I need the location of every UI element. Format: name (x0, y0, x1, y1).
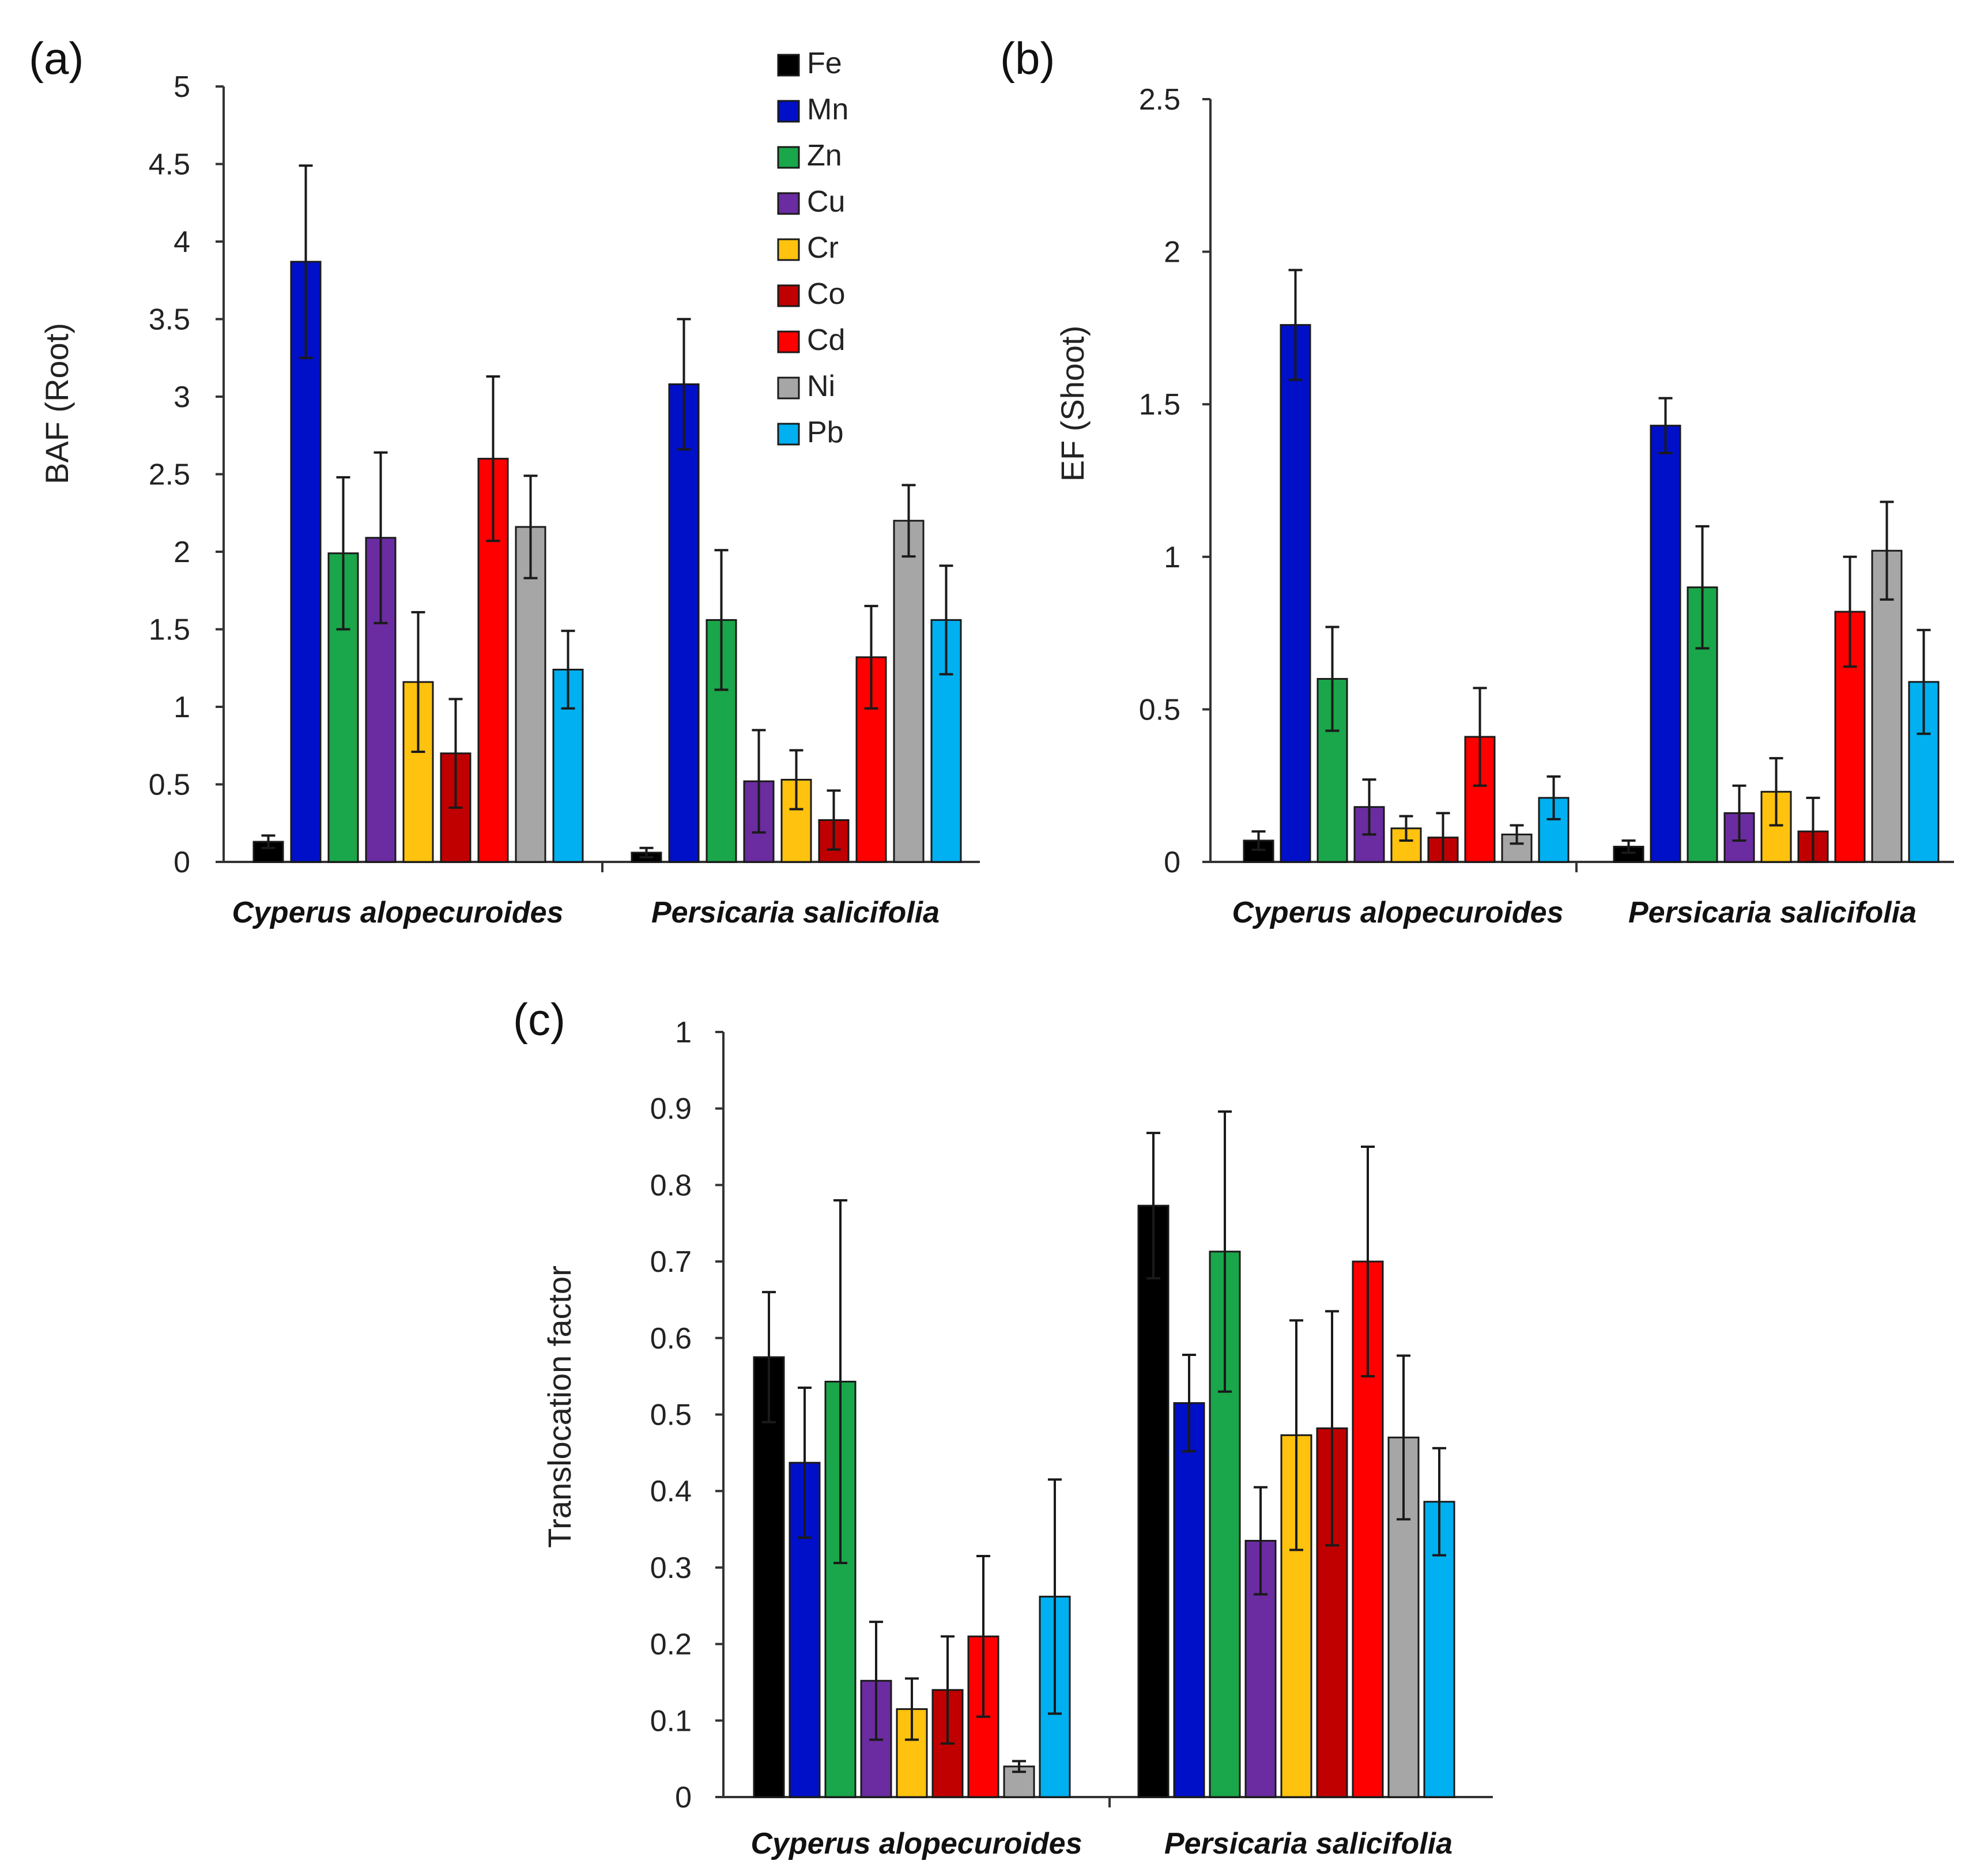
panel-a-y-tick-label: 1.5 (149, 613, 190, 647)
panel-a-y-tick-label: 5 (173, 70, 190, 104)
panel-b-y-tick-label: 2.5 (1139, 83, 1180, 116)
panel-c-y-tick-label: 0.6 (650, 1322, 692, 1355)
panel-a-bar-mn-cyperus-alopecuroides (290, 261, 322, 863)
panel-a-bar-mn-persicaria-salicifolia (668, 383, 700, 863)
panel-a-y-tick-label: 0 (173, 846, 190, 879)
panel-b-y-tick-label: 0 (1164, 846, 1180, 879)
legend-swatch-cd (777, 330, 800, 353)
legend-swatch-cr (777, 238, 800, 261)
panel-a-legend: Fe Mn Zn Cu Cr Co Cd Ni Pb (777, 47, 848, 449)
panel-c-y-tick-label: 0 (675, 1781, 692, 1814)
panel-a-bar-cd-persicaria-salicifolia (855, 656, 887, 863)
panel-b-y-tick-label: 1 (1164, 541, 1180, 574)
panel-b-bar-mn-cyperus-alopecuroides (1280, 324, 1311, 863)
legend-label-cu: Cu (807, 185, 845, 219)
legend-swatch-cu (777, 192, 800, 215)
panel-b-plot-area: 0 0.5 1 1.5 2 2.5 (1139, 83, 1954, 879)
panel-c-bar-ni-cyperus-alopecuroides (1003, 1765, 1035, 1798)
panel-b-bar-ni-persicaria-salicifolia (1871, 549, 1903, 863)
panel-c-y-tick-label: 0.2 (650, 1628, 692, 1662)
panel-b-y-tick-label: 2 (1164, 236, 1180, 269)
panel-c-y-tick-label: 0.9 (650, 1093, 692, 1126)
panel-c-bar-mn-persicaria-salicifolia (1173, 1402, 1205, 1798)
panel-b-category-label-1: Cyperus alopecuroides (1232, 896, 1563, 929)
panel-b-y-tick-label: 1.5 (1139, 388, 1180, 421)
panel-c-y-tick-label: 0.3 (650, 1551, 692, 1585)
panel-c-y-tick-label: 0.1 (650, 1704, 692, 1738)
legend-label-mn: Mn (807, 93, 848, 126)
panel-c-category-label-2: Persicaria salicifolia (1164, 1827, 1453, 1860)
panel-c-bar-fe-persicaria-salicifolia (1137, 1204, 1170, 1798)
panel-b: (b) EF (Shoot) Cyperus alopecuroides Per… (1000, 33, 1954, 929)
panel-c-y-tick-label: 0.4 (650, 1475, 692, 1508)
panel-c-plot-area: 0 0.1 0.2 0.3 0.4 0.5 0.6 0.7 0.8 0.9 1 (650, 1016, 1493, 1814)
panel-b-category-label-2: Persicaria salicifolia (1628, 896, 1917, 929)
panel-a-y-tick-label: 1 (173, 691, 190, 724)
panel-b-y-tick-label: 0.5 (1139, 693, 1180, 726)
panel-a-y-axis-title: BAF (Root) (39, 323, 75, 484)
legend-swatch-co (777, 284, 800, 307)
panel-a: (a) BAF (Root) Cyperus alopecuroides Per… (29, 33, 980, 929)
legend-swatch-zn (777, 146, 800, 169)
panel-c-bar-ni-persicaria-salicifolia (1387, 1436, 1420, 1798)
panel-c-category-label-1: Cyperus alopecuroides (750, 1827, 1082, 1860)
panel-b-tag: (b) (1000, 33, 1055, 84)
legend-label-co: Co (807, 277, 845, 311)
panel-a-category-label-2: Persicaria salicifolia (651, 896, 940, 929)
panel-a-y-tick-label: 2 (173, 536, 190, 569)
panel-c-y-tick-label: 0.5 (650, 1399, 692, 1432)
legend-swatch-pb (777, 423, 800, 446)
panel-b-y-axis-title: EF (Shoot) (1054, 326, 1091, 482)
panel-c-y-tick-label: 0.7 (650, 1245, 692, 1279)
legend-label-ni: Ni (807, 370, 835, 403)
panel-a-y-tick-label: 4 (173, 225, 190, 259)
panel-a-y-tick-label: 4.5 (149, 148, 190, 182)
panel-a-tag: (a) (29, 33, 84, 84)
panel-a-category-label-1: Cyperus alopecuroides (232, 896, 563, 929)
panel-a-plot-area: 0 0.5 1 1.5 2 2.5 3 3.5 4 4.5 5 (149, 70, 980, 879)
panel-c-bar-fe-cyperus-alopecuroides (753, 1356, 785, 1798)
panel-a-y-tick-label: 0.5 (149, 769, 190, 802)
panel-a-bar-ni-persicaria-salicifolia (893, 519, 925, 863)
panel-b-bar-mn-persicaria-salicifolia (1650, 424, 1681, 863)
legend-label-pb: Pb (807, 416, 844, 449)
legend-label-zn: Zn (807, 139, 842, 172)
legend-swatch-mn (777, 100, 800, 123)
legend-label-fe: Fe (807, 47, 842, 80)
panel-c-y-axis-title: Translocation factor (541, 1265, 578, 1548)
panel-c-y-tick-label: 0.8 (650, 1169, 692, 1202)
panel-c-bar-zn-cyperus-alopecuroides (824, 1380, 857, 1798)
panel-a-y-tick-label: 2.5 (149, 458, 190, 492)
panel-a-y-tick-label: 3.5 (149, 303, 190, 337)
panel-a-bar-cr-cyperus-alopecuroides (402, 681, 434, 863)
legend-label-cd: Cd (807, 323, 845, 357)
legend-label-cr: Cr (807, 231, 839, 265)
panel-c: (c) Translocation factor Cyperus alopecu… (513, 994, 1493, 1860)
panel-c-tag: (c) (513, 994, 565, 1045)
panel-a-bar-ni-cyperus-alopecuroides (515, 526, 546, 863)
legend-swatch-ni (777, 376, 800, 400)
panel-a-y-tick-label: 3 (173, 381, 190, 414)
panel-c-y-tick-label: 1 (675, 1016, 692, 1049)
legend-swatch-fe (777, 54, 800, 77)
